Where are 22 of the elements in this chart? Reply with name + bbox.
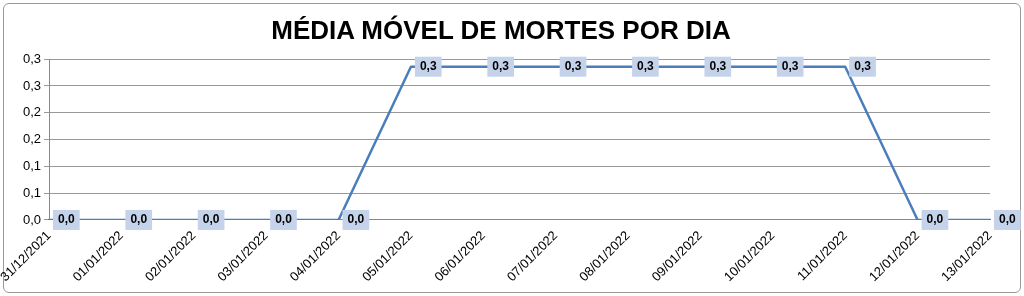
data-label: 0,3 — [637, 59, 655, 74]
y-tick-label: 0,2 — [22, 131, 42, 147]
data-label: 0,3 — [781, 59, 799, 74]
data-label: 0,3 — [492, 59, 510, 74]
y-tick-label: 0,0 — [22, 211, 42, 227]
data-label: 0,0 — [202, 212, 220, 227]
y-tick-label: 0,1 — [22, 184, 42, 200]
data-label: 0,3 — [709, 59, 727, 74]
data-label: 0,3 — [564, 59, 582, 74]
data-label: 0,3 — [854, 59, 872, 74]
data-label: 0,0 — [347, 212, 365, 227]
data-label: 0,0 — [58, 212, 76, 227]
y-tick-label: 0,3 — [22, 77, 42, 93]
data-label: 0,0 — [130, 212, 148, 227]
y-tick-label: 0,2 — [22, 104, 42, 120]
data-label: 0,3 — [419, 59, 437, 74]
chart-title: MÉDIA MÓVEL DE MORTES POR DIA — [271, 14, 731, 45]
data-label: 0,0 — [999, 212, 1016, 227]
data-label: 0,0 — [275, 212, 293, 227]
y-tick-label: 0,3 — [22, 50, 42, 66]
data-label: 0,0 — [926, 212, 944, 227]
y-tick-label: 0,1 — [22, 157, 42, 173]
